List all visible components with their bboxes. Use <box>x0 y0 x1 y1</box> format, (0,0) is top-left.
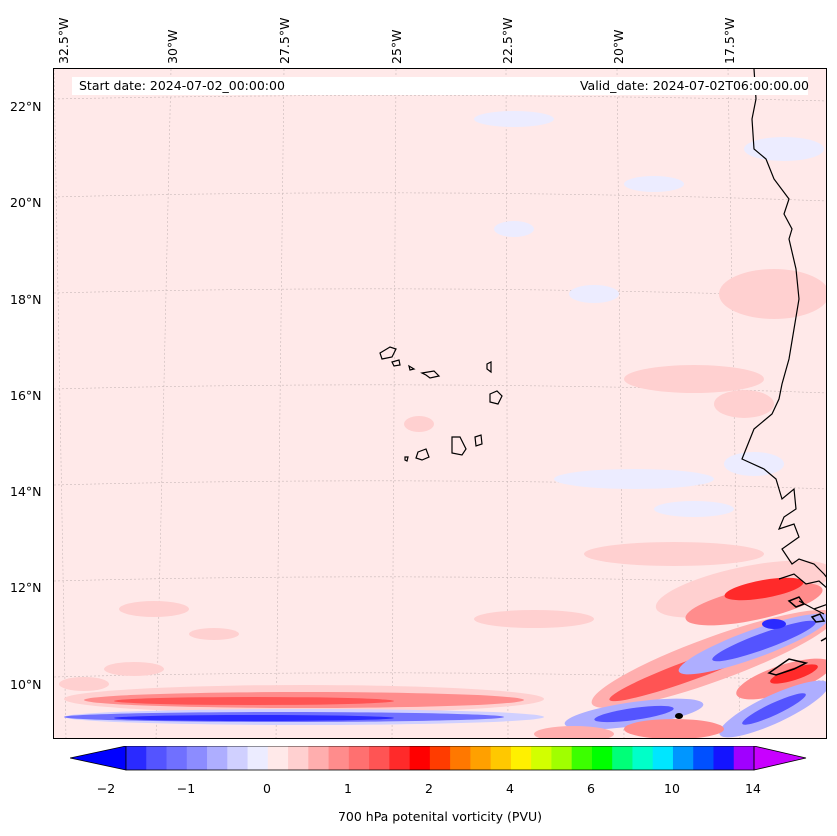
colorbar-swatch <box>166 746 188 770</box>
lon-label-27.5W: 27.5°W <box>277 17 292 64</box>
colorbar-swatch <box>571 746 593 770</box>
colorbar-swatch <box>409 746 431 770</box>
pv-field-map <box>54 69 826 738</box>
colorbar-swatch <box>389 746 411 770</box>
cb-tick-neg1: −1 <box>176 781 196 796</box>
high-pv-contours <box>767 596 826 676</box>
weak-positive-pv-patches <box>59 269 826 691</box>
colorbar-swatch <box>288 746 309 770</box>
colorbar-swatch <box>591 746 613 770</box>
cb-tick-6: 6 <box>587 781 595 796</box>
coast-detail-1 <box>778 573 826 589</box>
negative-pv-patches <box>474 111 824 517</box>
cb-tick-10: 10 <box>664 781 680 796</box>
colorbar-swatch <box>531 746 552 770</box>
lat-label-12N: 12°N <box>10 580 42 595</box>
lon-label-32.5W: 32.5°W <box>56 17 71 64</box>
colorbar-swatch <box>450 746 471 770</box>
cb-tick-neg2: −2 <box>96 781 116 796</box>
cb-tick-4: 4 <box>506 781 514 796</box>
colorbar-swatch <box>470 746 492 770</box>
lon-label-30W: 30°W <box>165 29 180 64</box>
colorbar-swatch <box>328 746 350 770</box>
colorbar-extend-low <box>70 746 127 771</box>
colorbar-swatch <box>652 746 674 770</box>
lon-label-22.5W: 22.5°W <box>500 17 515 64</box>
lat-label-10N: 10°N <box>10 677 42 692</box>
colorbar-swatch <box>733 746 755 770</box>
colorbar-swatch <box>632 746 654 770</box>
colorbar-swatch <box>348 746 370 770</box>
colorbar-swatch <box>551 746 573 770</box>
lat-label-18N: 18°N <box>10 292 42 307</box>
southeast-pv-region <box>534 560 826 738</box>
colorbar-swatch <box>713 746 735 770</box>
colorbar-swatch <box>227 746 249 770</box>
colorbar-swatch <box>126 746 147 770</box>
start-date-text: Start date: 2024-07-02_00:00:00 <box>79 78 285 93</box>
colorbar-swatch <box>247 746 269 770</box>
cb-tick-0: 0 <box>263 781 271 796</box>
lat-label-22N: 22°N <box>10 99 42 114</box>
lat-label-14N: 14°N <box>10 484 42 499</box>
colorbar-swatch <box>429 746 451 770</box>
lon-label-17.5W: 17.5°W <box>722 17 737 64</box>
lon-label-20W: 20°W <box>611 29 626 64</box>
colorbar-swatch <box>672 746 694 770</box>
map-plot-area[interactable] <box>53 68 827 739</box>
colorbar-title: 700 hPa potenital vorticity (PVU) <box>337 809 543 824</box>
cb-tick-2: 2 <box>425 781 433 796</box>
colorbar-swatch <box>369 746 390 770</box>
southern-pv-bands <box>64 685 544 725</box>
colorbar-swatch <box>267 746 289 770</box>
colorbar-swatch <box>308 746 330 770</box>
colorbar-extend-high <box>753 746 807 771</box>
cb-tick-14: 14 <box>745 781 761 796</box>
cape-verde-islands <box>379 346 503 462</box>
colorbar <box>70 746 807 771</box>
africa-coastline <box>741 69 826 578</box>
lat-label-16N: 16°N <box>10 388 42 403</box>
colorbar-swatch <box>490 746 512 770</box>
lat-label-20N: 20°N <box>10 195 42 210</box>
lon-label-25W: 25°W <box>389 29 404 64</box>
colorbar-swatch <box>207 746 228 770</box>
date-info-box <box>72 77 808 95</box>
colorbar-swatch <box>146 746 168 770</box>
colorbar-swatch <box>186 746 208 770</box>
valid-date-text: Valid_date: 2024-07-02T06:00:00.00 <box>579 78 809 93</box>
colorbar-border <box>125 746 755 771</box>
cb-tick-1: 1 <box>344 781 352 796</box>
colorbar-swatch <box>693 746 714 770</box>
colorbar-swatch <box>612 746 633 770</box>
colorbar-swatch <box>510 746 532 770</box>
